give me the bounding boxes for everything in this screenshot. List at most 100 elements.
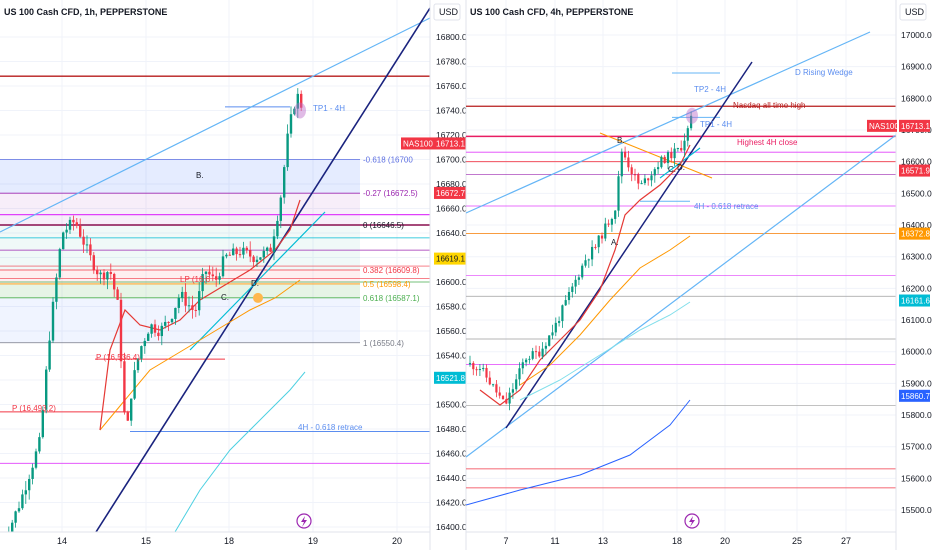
candle[interactable] xyxy=(551,324,554,340)
candle[interactable] xyxy=(289,106,293,138)
candle[interactable] xyxy=(123,352,126,415)
candle[interactable] xyxy=(102,269,106,286)
candle[interactable] xyxy=(501,395,505,400)
candle[interactable] xyxy=(191,295,194,319)
candle[interactable] xyxy=(113,272,116,298)
candle[interactable] xyxy=(468,355,472,367)
candle[interactable] xyxy=(211,266,214,282)
right-currency-label[interactable]: USD xyxy=(905,7,925,17)
candle[interactable] xyxy=(24,481,27,504)
candle[interactable] xyxy=(194,305,197,318)
candle[interactable] xyxy=(283,164,286,204)
candle[interactable] xyxy=(276,215,279,240)
candle[interactable] xyxy=(34,448,38,470)
candle[interactable] xyxy=(624,146,627,161)
candle[interactable] xyxy=(650,171,653,187)
candle[interactable] xyxy=(157,325,160,341)
candle[interactable] xyxy=(554,317,557,337)
candle[interactable] xyxy=(167,321,170,331)
candle[interactable] xyxy=(79,218,82,239)
candle[interactable] xyxy=(647,177,650,186)
candle[interactable] xyxy=(1,541,3,550)
candle[interactable] xyxy=(17,501,21,513)
candle[interactable] xyxy=(610,217,613,232)
candle[interactable] xyxy=(531,347,534,361)
candle[interactable] xyxy=(21,489,24,510)
candle[interactable] xyxy=(245,246,248,254)
candle[interactable] xyxy=(571,283,574,298)
candle[interactable] xyxy=(272,229,276,261)
candle[interactable] xyxy=(567,287,571,305)
candle[interactable] xyxy=(266,246,269,255)
candle[interactable] xyxy=(174,307,177,325)
candle[interactable] xyxy=(72,215,75,231)
candle[interactable] xyxy=(515,374,518,392)
candle[interactable] xyxy=(130,398,133,426)
candle[interactable] xyxy=(126,410,129,422)
candle[interactable] xyxy=(666,150,670,169)
candle[interactable] xyxy=(587,258,590,268)
candle[interactable] xyxy=(475,366,478,376)
candle[interactable] xyxy=(14,510,17,528)
candle[interactable] xyxy=(561,304,564,328)
candle[interactable] xyxy=(594,244,597,250)
candle[interactable] xyxy=(116,286,119,301)
candle[interactable] xyxy=(136,358,140,373)
candle[interactable] xyxy=(170,318,174,325)
candle[interactable] xyxy=(238,246,242,258)
candle[interactable] xyxy=(591,240,594,267)
candle[interactable] xyxy=(607,219,610,227)
candle[interactable] xyxy=(181,286,184,303)
candle[interactable] xyxy=(525,358,528,367)
candle[interactable] xyxy=(630,164,633,182)
candle[interactable] xyxy=(75,218,78,229)
candle[interactable] xyxy=(45,366,48,414)
candle[interactable] xyxy=(221,249,225,278)
candle[interactable] xyxy=(482,363,485,372)
candle[interactable] xyxy=(663,154,666,164)
candle[interactable] xyxy=(643,174,646,186)
candle[interactable] xyxy=(617,170,620,217)
candle[interactable] xyxy=(259,257,262,261)
candle[interactable] xyxy=(255,255,259,268)
candle[interactable] xyxy=(269,243,272,253)
candle[interactable] xyxy=(150,323,153,338)
candle[interactable] xyxy=(208,265,211,279)
candle[interactable] xyxy=(478,364,481,377)
candle[interactable] xyxy=(528,355,531,364)
candle[interactable] xyxy=(538,345,541,358)
candle[interactable] xyxy=(99,269,102,284)
candle[interactable] xyxy=(177,294,180,314)
right-chart-panel[interactable]: D Rising Wedge TP2 - 4H Nasdaq all time hi… xyxy=(465,0,932,550)
lightning-icon[interactable] xyxy=(684,513,700,529)
candle[interactable] xyxy=(505,392,508,405)
candle[interactable] xyxy=(657,161,660,174)
candle[interactable] xyxy=(670,147,673,163)
candle[interactable] xyxy=(235,246,238,261)
candle[interactable] xyxy=(508,387,511,411)
candle[interactable] xyxy=(521,358,524,375)
candle[interactable] xyxy=(252,254,255,267)
candle[interactable] xyxy=(660,155,663,169)
candle[interactable] xyxy=(492,383,495,387)
candle[interactable] xyxy=(673,142,676,166)
candle[interactable] xyxy=(614,210,617,224)
candle[interactable] xyxy=(119,292,123,369)
candle[interactable] xyxy=(564,295,567,306)
candle[interactable] xyxy=(511,383,514,399)
candle[interactable] xyxy=(92,252,95,274)
candle[interactable] xyxy=(82,229,85,254)
candle[interactable] xyxy=(218,272,221,285)
candle[interactable] xyxy=(143,338,146,354)
candle[interactable] xyxy=(242,241,245,259)
candle[interactable] xyxy=(184,283,187,313)
candle[interactable] xyxy=(198,282,201,316)
candle[interactable] xyxy=(89,238,92,261)
candle[interactable] xyxy=(686,125,689,147)
candle[interactable] xyxy=(11,519,14,543)
candle[interactable] xyxy=(293,106,296,116)
candle[interactable] xyxy=(106,271,109,290)
candle[interactable] xyxy=(41,406,44,439)
candle[interactable] xyxy=(225,253,228,259)
